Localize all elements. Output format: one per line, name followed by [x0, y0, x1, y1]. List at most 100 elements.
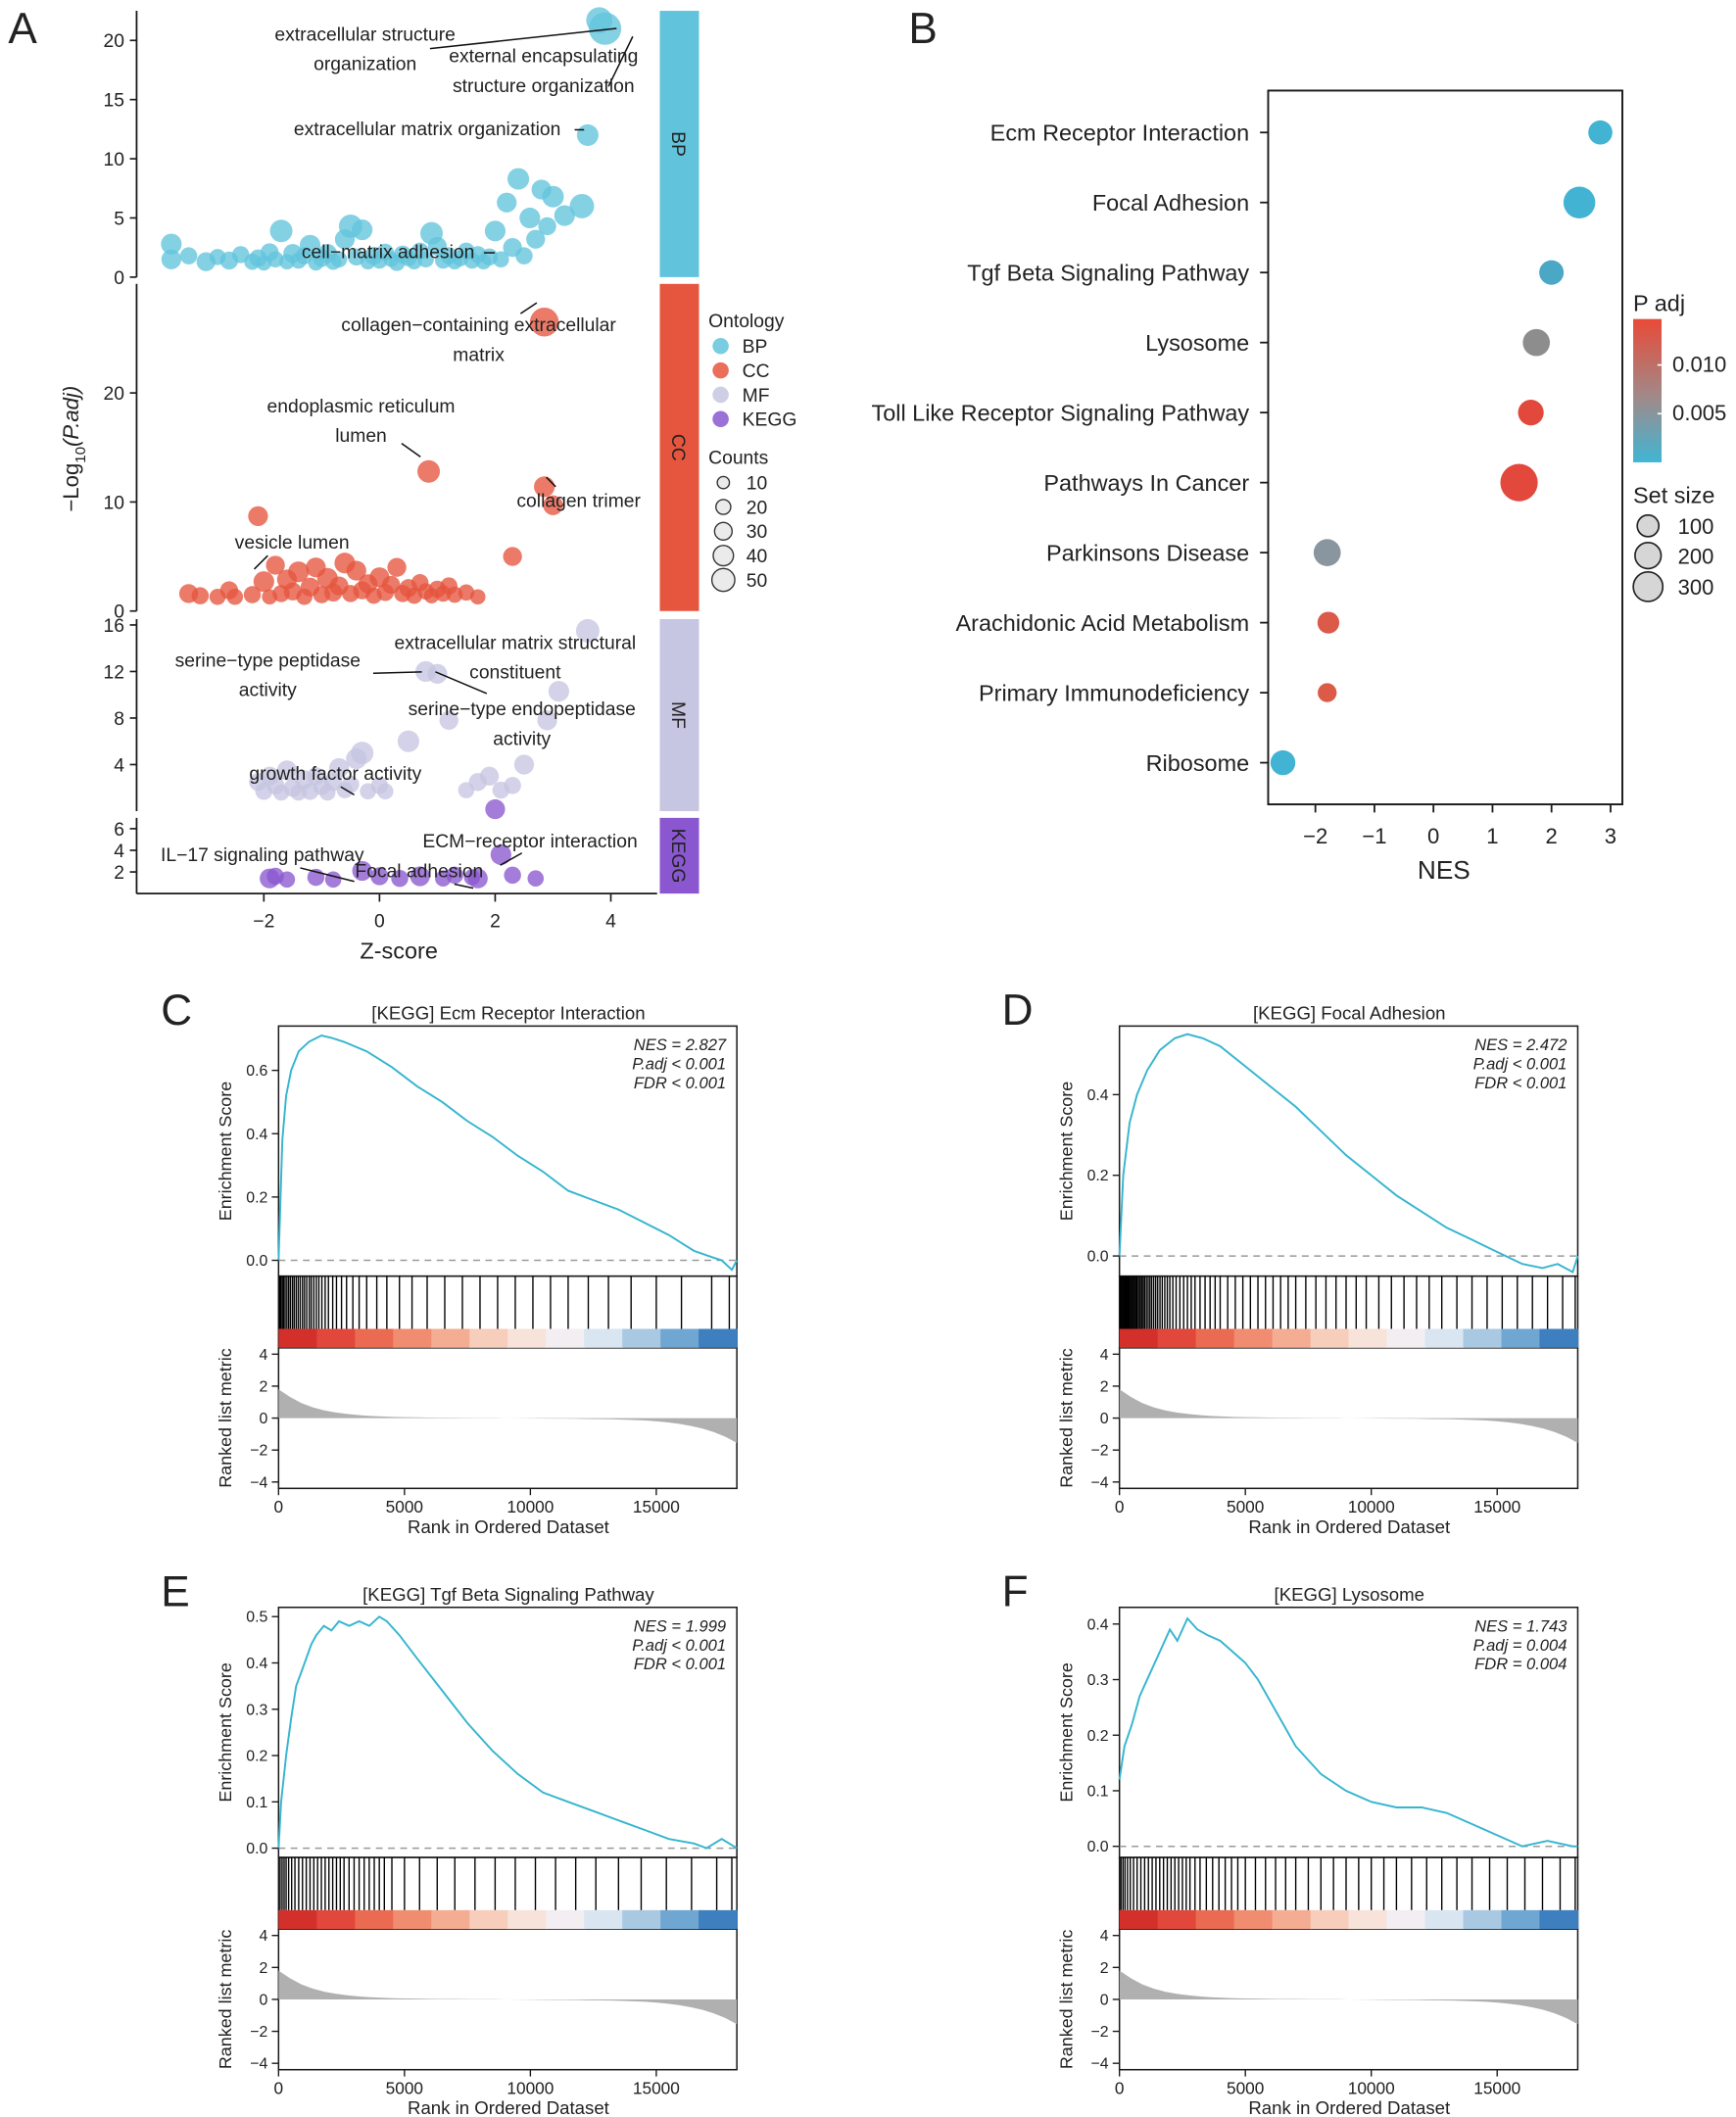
- annot-leader: [253, 554, 268, 570]
- annot-ecm-structural-1: extracellular matrix structural: [395, 633, 637, 653]
- ranked-metric-area: [1119, 1389, 1578, 1443]
- annot-leader: [435, 671, 488, 695]
- metric-y-tick-label: 4: [1100, 1347, 1109, 1364]
- panel-a-label: A: [8, 5, 37, 53]
- rank-color-segment: [584, 1909, 623, 1930]
- gsea-title: [KEGG] Ecm Receptor Interaction: [371, 1002, 645, 1023]
- data-point: [387, 557, 407, 577]
- annot-leader: [500, 852, 523, 866]
- data-point: [484, 220, 506, 242]
- pathway-point: [1500, 463, 1538, 502]
- rank-color-segment: [316, 1328, 356, 1348]
- rank-color-segment: [1119, 1328, 1159, 1348]
- rank-color-segment: [1386, 1909, 1426, 1930]
- data-point: [537, 710, 557, 731]
- es-y-tick-label: 0.0: [246, 1253, 267, 1270]
- es-y-tick-label: 0.2: [246, 1189, 267, 1206]
- stat-nes: NES = 2.472: [1474, 1035, 1567, 1054]
- x-tick-label: −2: [253, 912, 274, 933]
- x-tick-label: 5000: [386, 2079, 423, 2098]
- legend-ontology-swatch: [712, 410, 729, 428]
- annot-ecs-org-1: extracellular structure: [274, 24, 455, 45]
- data-point: [370, 867, 389, 886]
- data-point: [161, 233, 182, 255]
- rank-color-segment: [393, 1909, 432, 1930]
- rank-color-segment: [1348, 1909, 1388, 1930]
- y-tick-label: 10: [104, 493, 124, 513]
- annot-leader: [607, 35, 634, 87]
- rank-color-segment: [1386, 1328, 1426, 1348]
- x-tick-label: 3: [1605, 824, 1616, 848]
- panel-label: F: [1002, 1567, 1029, 1615]
- data-point: [529, 308, 559, 337]
- facet-strip-label: KEGG: [667, 829, 688, 884]
- annot-ecm-org: extracellular matrix organization: [294, 120, 560, 140]
- es-y-label: Enrichment Score: [1056, 1082, 1076, 1221]
- pathway-point: [1317, 611, 1340, 634]
- panel-c: C [KEGG] Ecm Receptor Interaction NES = 2.…: [161, 986, 738, 1537]
- facet-bp: 0 5 10 15 20: [104, 7, 622, 289]
- data-point: [507, 168, 530, 190]
- rank-color-segment: [431, 1328, 470, 1348]
- rank-color-segment: [1272, 1328, 1312, 1348]
- data-point: [542, 185, 564, 208]
- metric-y-label: Ranked list metric: [1056, 1930, 1076, 2069]
- legend-padj-label-low: 0.005: [1672, 401, 1726, 425]
- legend-ontology-label: MF: [743, 386, 770, 407]
- rank-color-segment: [699, 1328, 738, 1348]
- legend-count-label: 30: [747, 522, 767, 543]
- annot-ecm-structural-2: constituent: [469, 663, 561, 684]
- panel-b-label: B: [908, 5, 937, 53]
- metric-y-tick-label: 2: [1100, 1960, 1109, 1977]
- rank-color-segment: [622, 1328, 661, 1348]
- annot-focal-adhesion: Focal adhesion: [355, 862, 483, 883]
- data-point: [569, 193, 595, 218]
- legend-ontology-label: KEGG: [743, 410, 797, 431]
- rank-color-segment: [546, 1909, 585, 1930]
- annot-leader: [300, 867, 355, 883]
- gsea-title: [KEGG] Lysosome: [1275, 1584, 1424, 1605]
- metric-y-label: Ranked list metric: [1056, 1348, 1076, 1487]
- panel-label: D: [1002, 986, 1034, 1034]
- pathway-label: Pathways In Cancer: [1043, 470, 1249, 496]
- panel-label: E: [161, 1567, 189, 1615]
- data-point: [161, 249, 181, 269]
- x-tick-label: 10000: [506, 1497, 554, 1516]
- data-point: [497, 192, 517, 213]
- annot-leader: [401, 443, 421, 458]
- metric-y-tick-label: −4: [1091, 1474, 1109, 1491]
- data-point: [527, 870, 545, 887]
- data-point: [265, 555, 285, 575]
- es-y-tick-label: 0.6: [246, 1063, 267, 1080]
- legend-setsize-label: 200: [1678, 544, 1714, 568]
- rank-color-segment: [1539, 1909, 1579, 1930]
- data-point: [179, 247, 198, 265]
- annot-ext-encaps-2: structure organization: [453, 76, 635, 97]
- data-point: [276, 760, 298, 781]
- rank-color-segment: [1463, 1909, 1503, 1930]
- es-y-label: Enrichment Score: [1056, 1662, 1076, 1802]
- panel-a-x-label: Z-score: [360, 938, 437, 963]
- y-tick-label: 5: [114, 209, 124, 229]
- es-y-tick-label: 0.4: [1087, 1616, 1109, 1633]
- gsea-title: [KEGG] Tgf Beta Signaling Pathway: [362, 1584, 654, 1605]
- legend-count-swatch: [713, 521, 734, 541]
- data-point: [548, 681, 569, 702]
- es-y-tick-label: 0.4: [1087, 1087, 1109, 1104]
- annot-leader: [372, 671, 422, 674]
- panel-b-plot-frame: [1267, 89, 1623, 806]
- pathway-row: Toll Like Receptor Signaling Pathway: [872, 400, 1544, 425]
- y-tick-label: 20: [104, 31, 124, 52]
- legend-ontology-label: CC: [743, 361, 770, 382]
- data-point: [330, 251, 348, 268]
- rank-color-segment: [1233, 1909, 1274, 1930]
- annot-cell-matrix: cell−matrix adhesion: [302, 243, 474, 264]
- rank-color-segment: [1501, 1328, 1541, 1348]
- y-tick-label: 10: [104, 150, 124, 170]
- data-point: [410, 866, 430, 887]
- metric-y-tick-label: 4: [259, 1928, 267, 1945]
- es-curve: [1118, 1616, 1578, 1848]
- rank-color-segment: [699, 1909, 738, 1930]
